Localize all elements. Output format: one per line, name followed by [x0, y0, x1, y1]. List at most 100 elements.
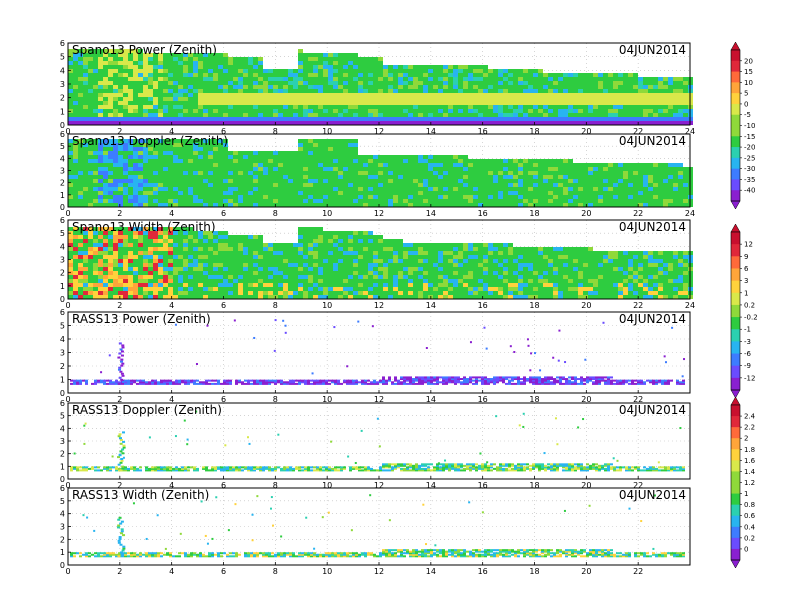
heat-cell — [143, 97, 148, 101]
heat-cell — [218, 287, 223, 291]
heat-cell — [168, 105, 173, 109]
heat-cell — [98, 191, 103, 195]
heat-cell — [473, 167, 478, 171]
heat-cell — [188, 239, 193, 243]
heat-cell — [623, 187, 628, 191]
heat-cell — [423, 85, 428, 89]
heat-cell — [183, 81, 188, 85]
heat-cell — [68, 77, 73, 81]
heat-cell — [378, 263, 383, 267]
heat-cell — [178, 57, 183, 61]
heat-cell — [683, 187, 688, 191]
heat-cell — [138, 109, 143, 113]
heat-cell — [283, 247, 288, 251]
heat-cell — [188, 85, 193, 89]
heat-cell — [138, 89, 143, 93]
heat-cell — [273, 187, 278, 191]
heat-cell — [193, 113, 198, 117]
heat-cell — [303, 263, 308, 267]
heat-cell — [378, 89, 383, 93]
heat-cell — [388, 255, 393, 259]
heat-cell — [228, 243, 233, 247]
heat-cell — [568, 73, 573, 77]
heat-cell — [398, 121, 403, 125]
heat-cell — [488, 179, 493, 183]
heat-cell — [653, 191, 658, 195]
heat-cell — [268, 171, 273, 175]
heat-cell — [373, 235, 378, 239]
heat-cell — [163, 143, 168, 147]
heat-cell — [598, 199, 603, 203]
heat-cell — [393, 121, 398, 125]
heat-cell — [268, 163, 273, 167]
heat-cell — [113, 117, 118, 121]
heat-cell — [113, 65, 118, 69]
heat-cell — [633, 113, 638, 117]
heat-cell — [193, 117, 198, 121]
heat-cell — [143, 167, 148, 171]
heat-cell — [198, 97, 203, 101]
heat-cell — [628, 167, 633, 171]
heat-cell — [73, 113, 78, 117]
heat-cell — [78, 105, 83, 109]
heat-cell — [218, 57, 223, 61]
heat-cell — [93, 139, 98, 143]
heat-cell — [258, 171, 263, 175]
heat-cell — [638, 109, 643, 113]
heat-cell — [443, 109, 448, 113]
heat-cell — [148, 57, 153, 61]
heat-cell — [353, 243, 358, 247]
heat-cell — [468, 105, 473, 109]
heat-cell — [298, 271, 303, 275]
heat-cell — [213, 101, 218, 105]
heat-cell — [248, 167, 253, 171]
heat-cell — [383, 179, 388, 183]
heat-cell — [138, 105, 143, 109]
heat-cell — [358, 97, 363, 101]
heat-cell — [253, 155, 258, 159]
heat-cell — [268, 267, 273, 271]
heat-cell — [638, 101, 643, 105]
heat-cell — [173, 199, 178, 203]
heat-cell — [108, 117, 113, 121]
heat-cell — [148, 263, 153, 267]
heat-cell — [603, 101, 608, 105]
heat-cell — [273, 263, 278, 267]
heat-cell — [303, 271, 308, 275]
heat-cell — [563, 199, 568, 203]
heat-cell — [163, 287, 168, 291]
heat-cell — [288, 85, 293, 89]
heat-cell — [243, 117, 248, 121]
heat-cell — [188, 97, 193, 101]
heat-cell — [163, 113, 168, 117]
heat-cell — [353, 147, 358, 151]
heat-cell — [413, 171, 418, 175]
heat-cell — [423, 155, 428, 159]
heat-cell — [243, 105, 248, 109]
heat-cell — [523, 183, 528, 187]
heat-cell — [78, 275, 83, 279]
heat-cell — [513, 183, 518, 187]
heat-cell — [638, 105, 643, 109]
heat-cell — [283, 243, 288, 247]
heat-cell — [263, 263, 268, 267]
heat-cell — [523, 113, 528, 117]
heat-cell — [103, 175, 108, 179]
heat-cell — [73, 187, 78, 191]
heat-cell — [353, 179, 358, 183]
heat-cell — [333, 81, 338, 85]
heat-cell — [618, 175, 623, 179]
heat-cell — [443, 155, 448, 159]
heat-cell — [298, 279, 303, 283]
heat-cell — [408, 287, 413, 291]
heat-cell — [368, 89, 373, 93]
heat-cell — [458, 187, 463, 191]
heat-cell — [533, 171, 538, 175]
heat-cell — [393, 81, 398, 85]
heat-cell — [368, 239, 373, 243]
heat-cell — [273, 283, 278, 287]
heat-cell — [298, 151, 303, 155]
heat-cell — [608, 73, 613, 77]
heat-cell — [643, 81, 648, 85]
